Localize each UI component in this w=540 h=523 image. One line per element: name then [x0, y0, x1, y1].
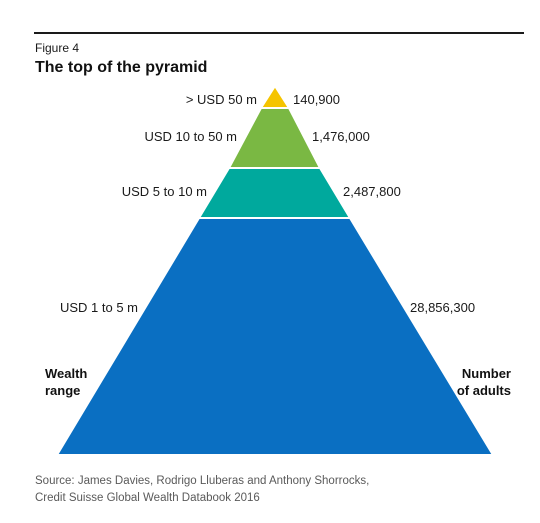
adults-value-1-to-5m: 28,856,300	[410, 300, 476, 315]
top-rule	[34, 32, 524, 34]
wealth-range-title-line2: range	[45, 383, 81, 398]
figure-title: The top of the pyramid	[35, 59, 208, 76]
wealth-range-title-line1: Wealth	[45, 366, 88, 381]
range-label-1-to-5m: USD 1 to 5 m	[59, 300, 138, 315]
range-label-10-to-50m: USD 10 to 50 m	[144, 129, 238, 144]
adults-value-above-50m: 140,900	[293, 92, 340, 107]
source-line-2: Credit Suisse Global Wealth Databook 201…	[35, 492, 260, 504]
source-note: Source: James Davies, Rodrigo Lluberas a…	[35, 473, 369, 507]
number-of-adults-title-line1: Number	[461, 366, 511, 381]
range-label-5-to-10m: USD 5 to 10 m	[121, 184, 207, 199]
number-of-adults-title: Number of adults	[457, 365, 511, 399]
tier-10-to-50m	[228, 107, 321, 169]
tier-above-50m	[260, 85, 290, 109]
adults-value-5-to-10m: 2,487,800	[343, 184, 401, 199]
wealth-range-title: Wealth range	[45, 365, 87, 399]
source-line-1: Source: James Davies, Rodrigo Lluberas a…	[35, 475, 370, 487]
range-label-above-50m: > USD 50 m	[185, 92, 257, 107]
figure-label: Figure 4	[35, 41, 80, 55]
tier-1-to-5m	[56, 217, 494, 456]
tier-5-to-10m	[198, 167, 351, 219]
adults-value-10-to-50m: 1,476,000	[312, 129, 370, 144]
number-of-adults-title-line2: of adults	[456, 383, 511, 398]
